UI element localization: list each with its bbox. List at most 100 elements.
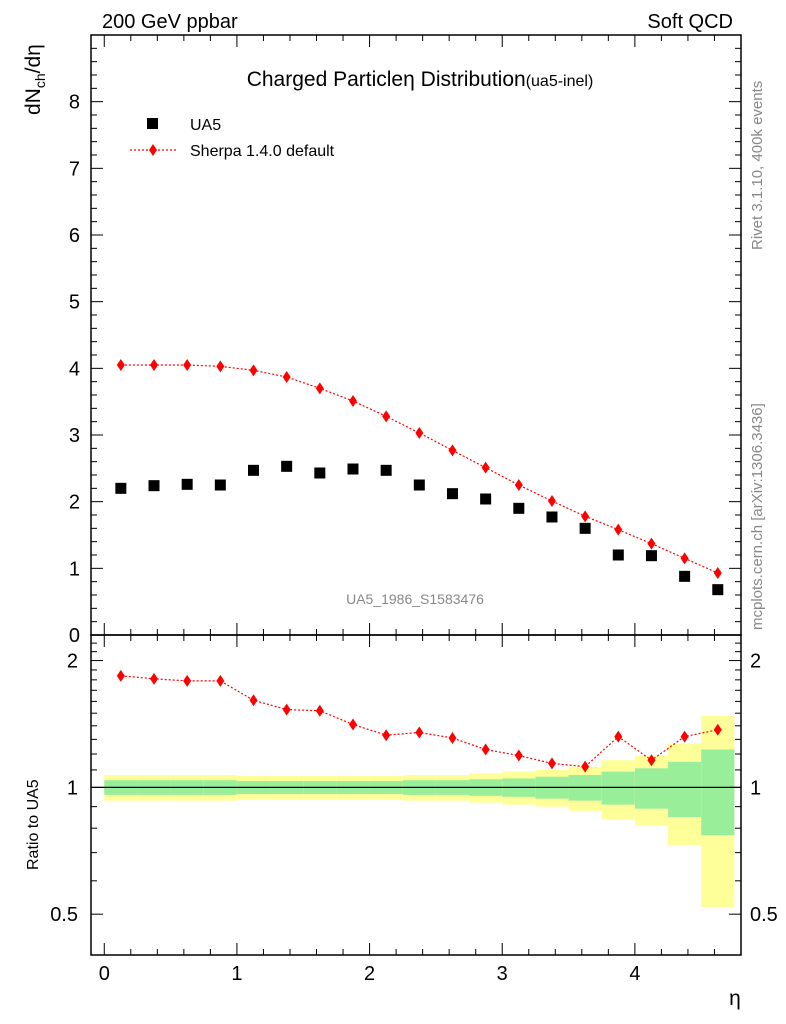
y-tick-label-main: 3: [69, 425, 80, 447]
ratio-plot-frame: [90, 634, 742, 956]
y-tick-label-ratio-right: 2: [750, 651, 761, 673]
ratio-point: [581, 760, 590, 773]
y-label-dn: dN: [22, 88, 45, 115]
y-tick-label-main: 7: [69, 158, 80, 180]
x-tick-label: 1: [231, 963, 242, 985]
y-tick-label-ratio-left: 0.5: [50, 904, 78, 926]
data-series: [115, 359, 724, 773]
y-tick-label-ratio-right: 0.5: [750, 904, 778, 926]
ratio-band-inner: [701, 749, 735, 836]
header-right: Soft QCD: [647, 11, 733, 33]
ratio-uncertainty-bands: [104, 715, 735, 908]
ratio-point: [680, 730, 689, 743]
ratio-point: [481, 743, 490, 756]
sherpa-point: [647, 537, 656, 550]
y-tick-label-ratio-left: 2: [67, 651, 78, 673]
main-plot-frame: [90, 34, 742, 636]
y-tick-label-main: 4: [69, 358, 80, 380]
ratio-band-inner: [601, 771, 635, 805]
ua5-point: [579, 522, 591, 534]
header-left: 200 GeV ppbar: [102, 11, 238, 33]
y-tick-label-main: 8: [69, 92, 80, 114]
sherpa-point: [282, 371, 291, 383]
sherpa-point: [183, 359, 192, 371]
x-tick-label: 4: [629, 963, 640, 985]
ratio-point: [415, 726, 424, 739]
ratio-point: [216, 674, 225, 687]
ua5-point: [115, 482, 127, 494]
mcplots-label: mcplots.cern.ch [arXiv:1306.3436]: [749, 403, 766, 630]
title-suffix: (ua5-inel): [526, 73, 594, 90]
x-tick-label: 3: [497, 963, 508, 985]
y-tick-label-ratio-left: 1: [67, 777, 78, 799]
chart-title: Charged Particleη Distribution(ua5-inel): [247, 68, 594, 91]
legend-sherpa-label: Sherpa 1.4.0 default: [190, 143, 335, 160]
ratio-line: [120, 675, 718, 768]
title-symbol: η: [403, 68, 415, 91]
y-tick-label-main: 0: [69, 625, 80, 647]
y-label-tail: /dη: [22, 44, 45, 73]
sherpa-point: [382, 410, 391, 423]
ua5-point: [380, 464, 392, 476]
y-label-sub: ch: [32, 73, 48, 88]
y-tick-label-main: 1: [69, 558, 80, 580]
ua5-point: [645, 550, 657, 562]
sherpa-line: [120, 364, 719, 574]
sherpa-point: [581, 510, 590, 523]
ratio-point: [315, 704, 324, 717]
sherpa-point: [116, 359, 125, 371]
ratio-point: [713, 723, 722, 736]
ua5-point: [148, 480, 160, 492]
ratio-band-inner: [634, 768, 669, 809]
ratio-point: [249, 694, 258, 707]
ratio-point: [150, 672, 159, 685]
legend-ua5-label: UA5: [190, 117, 221, 134]
y-tick-label-main: 2: [69, 492, 80, 514]
y-tick-label-ratio-right: 1: [750, 777, 761, 799]
title-main: Charged Particle: [247, 68, 403, 91]
ratio-point: [348, 718, 357, 731]
ua5-point: [546, 511, 558, 523]
ua5-point: [281, 460, 293, 472]
ratio-point: [647, 754, 656, 767]
ratio-point: [282, 703, 291, 716]
analysis-label: UA5_1986_S1583476: [346, 591, 484, 607]
x-tick-label: 2: [364, 963, 375, 985]
ratio-point: [547, 757, 556, 770]
ua5-point: [679, 570, 691, 582]
ua5-point: [446, 488, 458, 500]
sherpa-point: [481, 461, 490, 474]
ua5-point: [248, 464, 259, 476]
sherpa-point: [713, 567, 722, 579]
ua5-point: [513, 502, 525, 514]
sherpa-point: [448, 444, 457, 457]
ratio-point: [382, 729, 391, 742]
sherpa-point: [348, 395, 357, 407]
sherpa-point: [315, 382, 324, 395]
sherpa-point: [216, 360, 225, 373]
ratio-band-inner: [668, 761, 702, 818]
y-axis-label-ratio: Ratio to UA5: [25, 779, 42, 870]
ua5-point: [480, 493, 492, 505]
ua5-point: [413, 479, 425, 491]
sherpa-point: [249, 364, 258, 377]
ratio-point: [614, 730, 623, 743]
ua5-point: [314, 467, 326, 479]
sherpa-point: [415, 427, 424, 439]
sherpa-point: [514, 479, 523, 491]
title-mid: Distribution: [415, 68, 526, 91]
legend-ua5-marker: [147, 118, 158, 129]
ratio-point: [514, 749, 523, 762]
sherpa-point: [150, 359, 159, 371]
sherpa-point: [680, 552, 689, 565]
ratio-point: [116, 669, 125, 682]
y-axis-label-main: dNch/dη: [22, 44, 48, 115]
ua5-point: [712, 584, 724, 596]
rivet-version-label: Rivet 3.1.10, 400k events: [749, 81, 766, 250]
axes: 0 1 2 3 4 0 1 2 3 4 5 6 7 8 0.5 0.5 1 1 2 2: [50, 34, 778, 985]
y-tick-label-main: 6: [69, 225, 80, 247]
ua5-point: [181, 478, 193, 490]
sherpa-point: [547, 495, 556, 507]
ratio-point: [183, 674, 192, 687]
